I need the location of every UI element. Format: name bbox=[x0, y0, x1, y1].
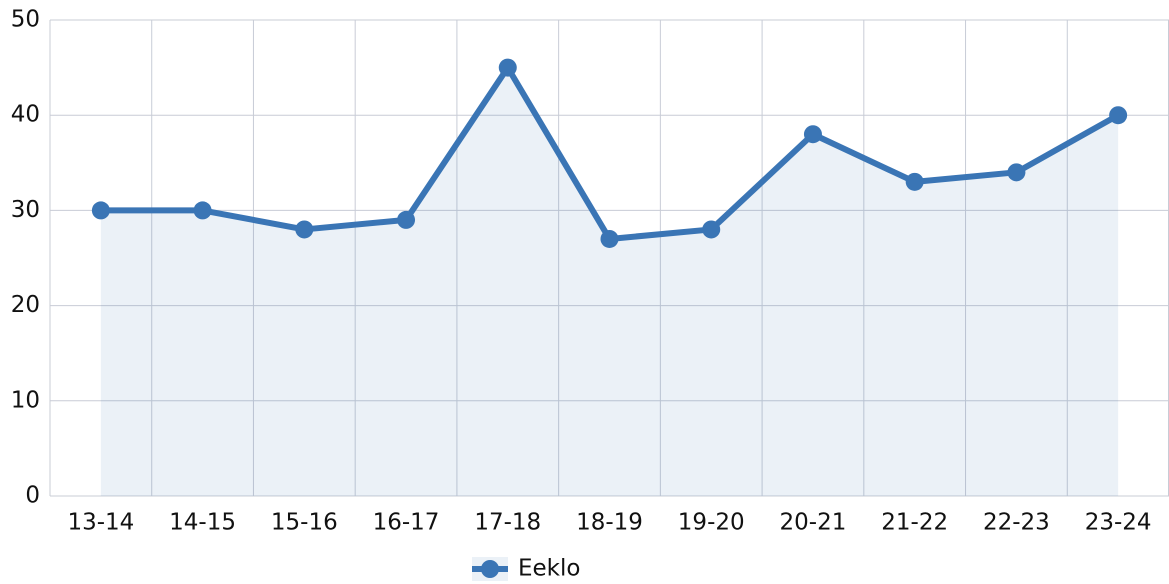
legend-marker bbox=[481, 560, 499, 578]
x-tick-label: 19-20 bbox=[678, 510, 745, 536]
point bbox=[1007, 163, 1026, 182]
x-tick-label: 22-23 bbox=[983, 510, 1050, 536]
legend-label: Eeklo bbox=[518, 556, 580, 582]
point bbox=[91, 201, 110, 220]
x-tick-label: 17-18 bbox=[474, 510, 541, 536]
y-tick-label: 20 bbox=[11, 292, 40, 318]
x-tick-label: 16-17 bbox=[373, 510, 440, 536]
point bbox=[498, 58, 517, 77]
x-tick-label: 15-16 bbox=[271, 510, 338, 536]
point bbox=[600, 229, 619, 248]
point bbox=[193, 201, 212, 220]
y-tick-label: 10 bbox=[11, 387, 40, 413]
x-tick-label: 14-15 bbox=[169, 510, 236, 536]
x-tick-label: 20-21 bbox=[780, 510, 847, 536]
point bbox=[295, 220, 314, 239]
point bbox=[1109, 106, 1128, 125]
x-tick-label: 21-22 bbox=[881, 510, 948, 536]
point bbox=[397, 210, 416, 229]
y-tick-label: 40 bbox=[11, 102, 40, 128]
x-tick-label: 18-19 bbox=[576, 510, 643, 536]
y-tick-label: 30 bbox=[11, 197, 40, 223]
x-tick-label: 13-14 bbox=[67, 510, 134, 536]
point bbox=[905, 172, 924, 191]
y-tick-label: 50 bbox=[11, 7, 40, 33]
area bbox=[100, 67, 1119, 496]
y-tick-label: 0 bbox=[25, 483, 40, 509]
point bbox=[803, 125, 822, 144]
point bbox=[702, 220, 721, 239]
x-tick-label: 23-24 bbox=[1085, 510, 1152, 536]
